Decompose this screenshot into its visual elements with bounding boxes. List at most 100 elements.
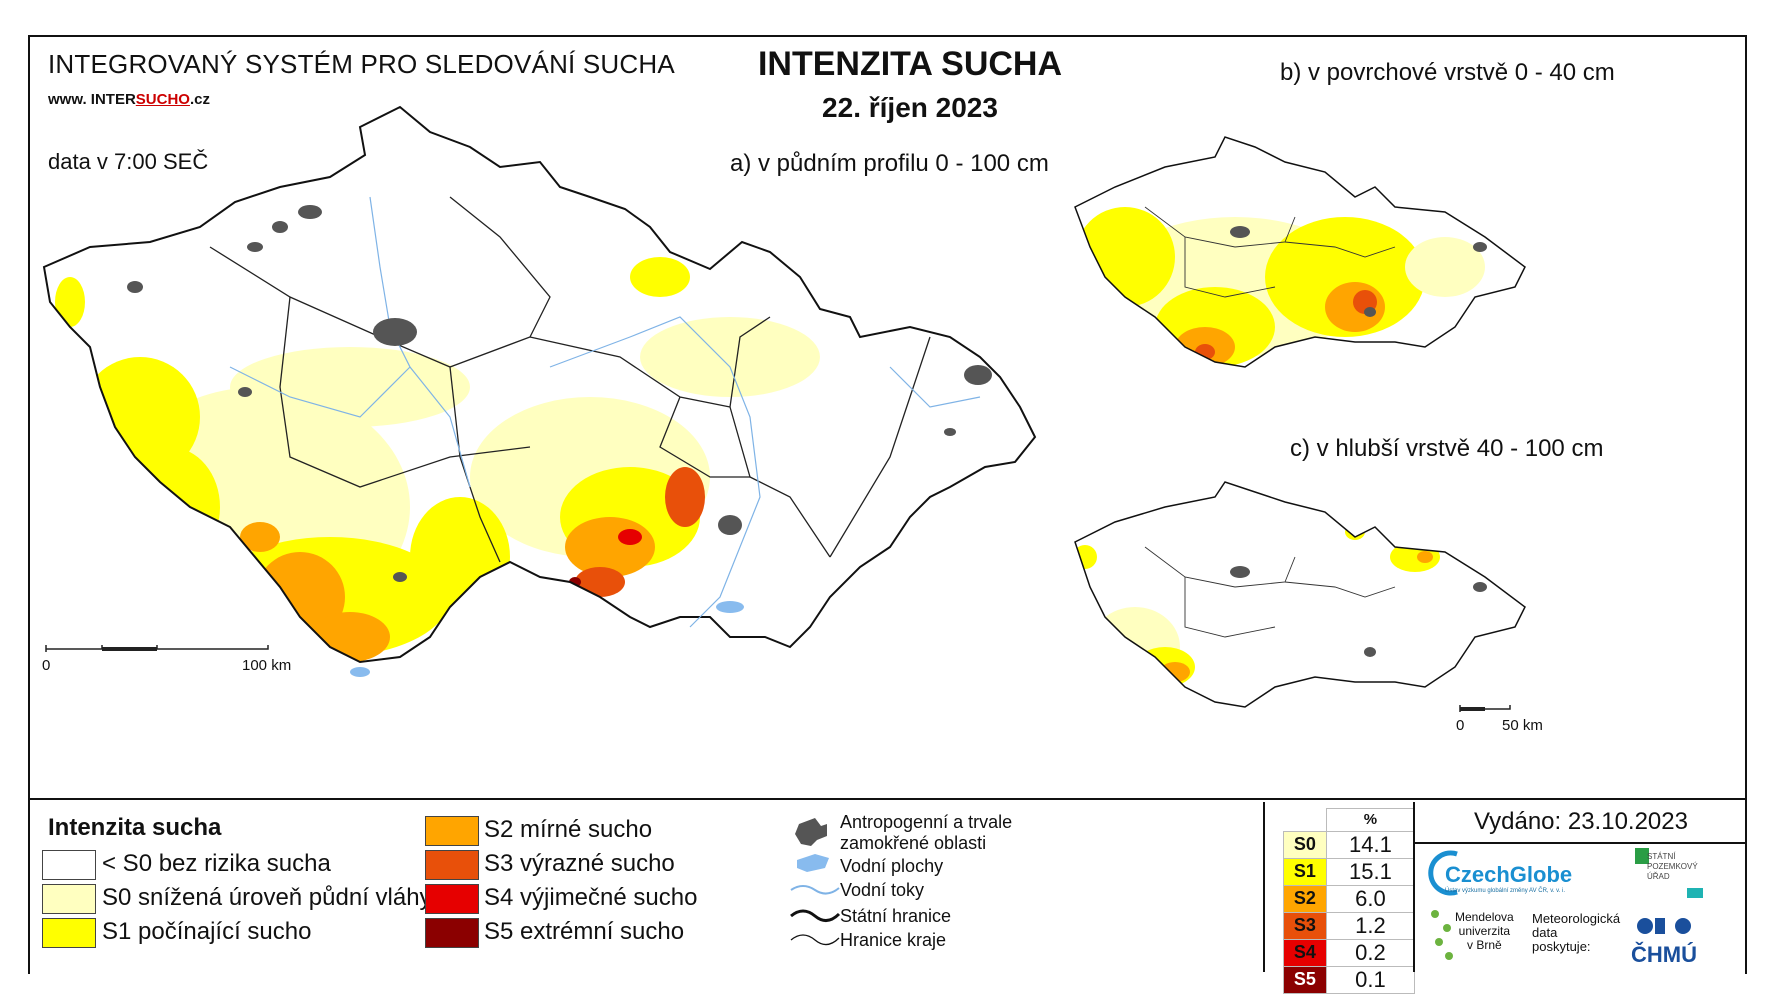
mendel-logo: Mendelova univerzita v Brně [1455, 910, 1514, 952]
legend-symbols [790, 818, 841, 946]
website-link[interactable]: www. INTERSUCHO.cz [48, 91, 210, 108]
map-b [1074, 136, 1526, 368]
legend-title: Intenzita sucha [48, 814, 222, 841]
state-border-icon [790, 909, 841, 922]
spu-line3: ÚŘAD [1647, 872, 1670, 881]
mendel-logo-icon [1431, 910, 1453, 960]
legend-water-bodies-label: Vodní plochy [840, 856, 944, 876]
stats-row-s4: S4 0.2 [1283, 938, 1416, 967]
region-borders-a [209, 196, 931, 563]
legend-region-border-label: Hranice kraje [840, 930, 947, 950]
region-border-icon [790, 934, 840, 946]
legend-swatch-s4 [425, 884, 479, 914]
legend-water-streams-label: Vodní toky [840, 880, 925, 900]
legend-anthropogenic-label: Antropogenní a trvale zamokřené oblasti [840, 812, 1012, 854]
water-bodies-a [350, 601, 744, 677]
mendel-line1: Mendelova [1455, 910, 1514, 924]
legend-label-s0: S0 snížená úroveň půdní vláhy [102, 884, 432, 911]
water-body-icon [797, 854, 829, 872]
map-a [42, 105, 1037, 677]
stats-value: 14.1 [1325, 830, 1416, 859]
website-suffix: .cz [189, 91, 210, 108]
legend-label-below-s0: < S0 bez rizika sucha [102, 850, 331, 877]
map-b-title: b) v povrchové vrstvě 0 - 40 cm [1280, 59, 1615, 86]
map-frame: INTEGROVANÝ SYSTÉM PRO SLEDOVÁNÍ SUCHA w… [28, 35, 1747, 994]
state-border-a [42, 105, 1037, 664]
stats-value: 15.1 [1325, 857, 1416, 886]
map-c-title: c) v hlubší vrstvě 40 - 100 cm [1290, 435, 1604, 462]
legend-swatch-below-s0 [42, 850, 96, 880]
legend-label-s3: S3 výrazné sucho [484, 850, 675, 877]
map-a-title: a) v půdním profilu 0 - 100 cm [730, 150, 1049, 177]
scale-bar-main [45, 645, 269, 652]
scale-small-end: 50 km [1502, 717, 1543, 734]
logos-panel: CzechGlobe Ústav výzkumu globální změny … [1413, 844, 1747, 972]
stats-header-blank [1284, 809, 1327, 832]
legend-swatch-s2 [425, 816, 479, 846]
anthropogenic-icon [795, 818, 827, 846]
anthropogenic-line1: Antropogenní a trvale [840, 812, 1013, 832]
meteo-data-text: Meteorologická data poskytuje: [1532, 912, 1620, 954]
meteo-line3: poskytuje: [1532, 939, 1591, 954]
mendel-line2: univerzita [1458, 924, 1511, 938]
anthropogenic-areas-a [127, 205, 992, 582]
stats-row-s2: S2 6.0 [1283, 884, 1416, 913]
stats-value: 1.2 [1325, 911, 1416, 940]
meteo-line2: data [1532, 925, 1558, 940]
legend-label-s4: S4 výjimečné sucho [484, 884, 698, 911]
legend-swatch-s5 [425, 918, 479, 948]
data-time: data v 7:00 SEČ [48, 149, 209, 174]
meteo-line1: Meteorologická [1532, 911, 1621, 926]
legend-area: Intenzita sucha < S0 bez rizika sucha S0… [30, 798, 1747, 994]
system-title: INTEGROVANÝ SYSTÉM PRO SLEDOVÁNÍ SUCHA [48, 49, 675, 79]
website-brand: SUCHO [135, 91, 190, 108]
stats-value: 0.1 [1325, 965, 1416, 994]
stats-class: S2 [1283, 884, 1327, 913]
legend-label-s1: S1 počínající sucho [102, 918, 312, 945]
stats-value: 6.0 [1325, 884, 1416, 913]
stats-header: % [1325, 808, 1416, 832]
czech-republic-base [44, 107, 1035, 662]
stats-table: % S0 14.1 S1 15.1 S2 6.0 S3 1.2 S4 0.2 S5 0.1 [1263, 802, 1416, 994]
scale-bar-small [1459, 705, 1511, 712]
map-date: 22. říjen 2023 [822, 92, 998, 123]
legend-swatch-s0 [42, 884, 96, 914]
stats-row-s0: S0 14.1 [1283, 830, 1416, 859]
legend-label-s5: S5 extrémní sucho [484, 918, 685, 945]
legend-swatch-s3 [425, 850, 479, 880]
map-area: INTEGROVANÝ SYSTÉM PRO SLEDOVÁNÍ SUCHA w… [30, 37, 1745, 798]
main-title: INTENZITA SUCHA [757, 45, 1063, 83]
spu-line2: POZEMKOVÝ [1647, 862, 1698, 871]
spu-line1: STÁTNÍ [1647, 852, 1676, 861]
stats-class: S1 [1283, 857, 1327, 886]
spu-logo: STÁTNÍ POZEMKOVÝ ÚŘAD [1647, 852, 1698, 882]
stats-row-s3: S3 1.2 [1283, 911, 1416, 940]
spu-logo-icon [1635, 848, 1649, 864]
czechglobe-subtitle: Ústav výzkumu globální změny AV ČR, v. v… [1445, 888, 1566, 894]
rivers-a [229, 196, 981, 628]
czechglobe-logo: CzechGlobe [1445, 862, 1573, 887]
scale-main-end: 100 km [242, 657, 292, 674]
stats-row-s1: S1 15.1 [1283, 857, 1416, 886]
anthropogenic-line2: zamokřené oblasti [840, 833, 987, 853]
czechglobe-logo-icon [1428, 850, 1458, 896]
legend-swatch-s1 [42, 918, 96, 948]
issued-date: Vydáno: 23.10.2023 [1413, 802, 1747, 844]
legend-state-border-label: Státní hranice [840, 906, 952, 926]
stats-value: 0.2 [1325, 938, 1416, 967]
stats-class: S5 [1283, 965, 1327, 994]
scale-main-zero: 0 [42, 657, 51, 674]
legend-label-s2: S2 mírné sucho [484, 816, 653, 843]
stats-class: S4 [1283, 938, 1327, 967]
spu-accent-icon [1687, 888, 1703, 898]
scale-small-zero: 0 [1456, 717, 1465, 734]
website-prefix: www. INTER [48, 91, 136, 108]
stats-class: S3 [1283, 911, 1327, 940]
chmu-logo: ČHMÚ [1631, 942, 1697, 967]
stats-row-s5: S5 0.1 [1283, 965, 1416, 994]
map-c [1074, 481, 1526, 712]
stats-class: S0 [1283, 830, 1327, 859]
chmu-logo-icon [1637, 918, 1691, 934]
mendel-line3: v Brně [1467, 938, 1502, 952]
river-icon [790, 885, 840, 895]
